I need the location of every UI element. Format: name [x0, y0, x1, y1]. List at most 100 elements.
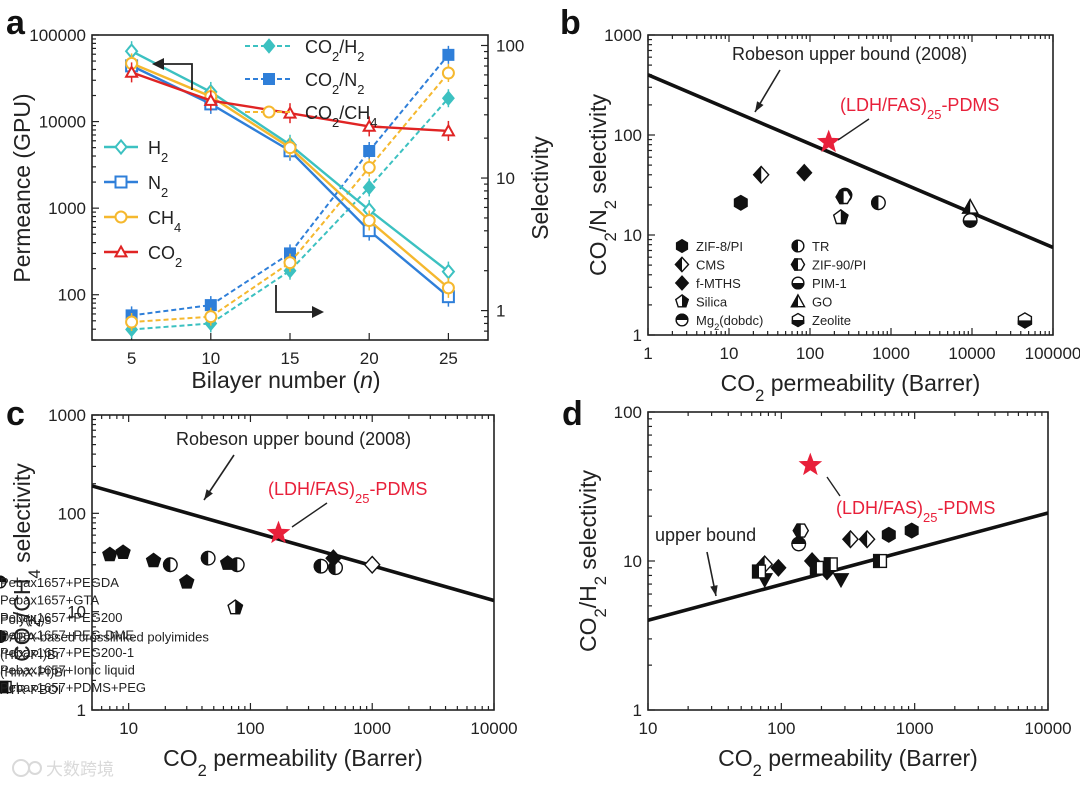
panel-d-point-pebax1657-peg200-1	[770, 558, 787, 577]
panel-d-upper-bound-line	[648, 511, 1048, 623]
panel-d-xtick-label: 1000	[896, 719, 934, 738]
panel-a-point	[124, 64, 139, 78]
panel-b-point-zif-90-pi-shape	[835, 189, 844, 205]
panel-b-legend-marker	[790, 293, 806, 308]
panel-c-xtick-label: 100	[236, 719, 264, 738]
panel-c-xtick-label: 10	[119, 719, 138, 738]
panel-b-legend-marker	[675, 238, 689, 254]
panel-b-plot-area	[648, 73, 1053, 329]
panel-a-legend-label-co2-ch4: CO2/CH4	[305, 103, 377, 130]
panel-b-legend-marker	[790, 258, 806, 271]
panel-c-legend-label-0: Poly(IL)s	[0, 612, 52, 627]
panel-b-legend-label-5: TR	[812, 239, 829, 254]
panel-a-legend-marker	[113, 244, 129, 258]
panel-a-legend-marker	[262, 38, 276, 54]
panel-a-axis-arrows	[152, 58, 324, 318]
panel-a-right-ytick-label: 10	[496, 169, 515, 188]
panel-a-point	[362, 179, 376, 196]
panel-d-point-pebax1657-gta	[904, 522, 919, 539]
panel-a-right-arrow	[275, 285, 318, 313]
panel-c-point-poly-il-s	[179, 573, 195, 589]
panel-c-ytick-label: 10	[67, 603, 86, 622]
panel-d-highlight-label: (LDH/FAS)25-PDMS	[836, 498, 995, 525]
panel-b-legend-marker-shape	[791, 283, 805, 290]
panel-a-legend-marker	[262, 105, 276, 119]
panel-d-point-pebax1657-peg-dme-shape	[842, 529, 851, 549]
panel-b-co2-n2-robeson-chart: b 1 10 100 1000 10000 100000 1 10 100 1000 CO2 perm…	[560, 4, 1080, 405]
panel-d-point-pebax1657-pdms-peg-shape	[751, 564, 760, 579]
panel-d-point-pebax1657-ionic-liquid	[832, 573, 850, 589]
panel-a-right-ytick-label: 1	[496, 302, 505, 321]
panel-c-point-poly-il-s-shape	[179, 573, 195, 589]
panel-b-upper-bound-line	[648, 73, 1053, 250]
panel-c-point-daba-based-crosslinked-polyimides-shape	[162, 557, 171, 573]
panel-d-point-pebax1657-peg-dme	[842, 529, 859, 549]
panel-c-xtick-label: 10000	[470, 719, 517, 738]
panel-c-ylabel: CO2/CH4 selectivity	[9, 463, 44, 662]
panel-c-plot-area	[92, 484, 494, 615]
panel-d-point-pebax1657-pdms-peg-shape	[872, 553, 881, 569]
panel-b-legend-marker-shape	[791, 239, 798, 253]
panel-a-left-ytick-label: 100000	[29, 26, 86, 45]
panel-b-highlight-label: (LDH/FAS)25-PDMS	[840, 95, 999, 122]
panel-a-legend-label-n2: N2	[148, 173, 168, 200]
panel-d-legend-marker-shape	[0, 680, 9, 694]
panel-b-legend-marker-shape	[675, 238, 689, 254]
panel-d-point-pebax1657-gta-shape	[904, 522, 919, 539]
panel-c-ytick-label: 100	[58, 504, 86, 523]
panel-d-legend-label-6: Pebax1657+PDMS+PEG	[0, 680, 146, 695]
panel-d-point-pebax1657-pegda	[791, 536, 807, 552]
panel-a-ylabel-left: Permeance (GPU)	[9, 93, 35, 282]
panel-b-highlight-star-shape	[816, 129, 841, 153]
panel-a-legend-marker	[114, 175, 128, 189]
panel-b-label: b	[560, 4, 581, 42]
panel-c-point--htx-pi-br-shape	[235, 599, 244, 615]
panel-c-point-xtr-pboi	[363, 555, 381, 575]
panel-d-xtick-label: 10	[639, 719, 658, 738]
panel-a-legend-marker	[114, 210, 128, 224]
panel-b-xtick-label: 1	[643, 344, 652, 363]
panel-c-highlight-leader	[291, 502, 328, 528]
panel-b-legend-label-8: GO	[812, 295, 832, 310]
panel-a-ylabel-right: Selectivity	[527, 136, 553, 240]
panel-b-point-tr-shape	[871, 195, 879, 211]
panel-b-legend-marker-shape	[790, 293, 798, 308]
panel-a-legend-permeance: H2 N2 CH4 CO2	[104, 138, 182, 270]
panel-d-highlight-leader	[826, 476, 841, 497]
panel-b-point-f-mths-shape	[796, 163, 813, 182]
panel-a-series-co2	[124, 62, 456, 141]
panel-a-point	[363, 144, 376, 157]
panel-a-point	[362, 161, 376, 175]
panel-d-point-pebax1657-pdms-peg-shape	[809, 560, 817, 575]
panel-b-ytick-label: 10	[623, 226, 642, 245]
panel-c-point-daba-based-crosslinked-polyimides	[313, 558, 329, 574]
panel-d-point-pebax1657-pdms-peg	[823, 557, 838, 572]
panel-d-legend-label-3: Pebax1657+PEG-DME	[0, 628, 134, 643]
panel-c-point-daba-based-crosslinked-polyimides	[200, 550, 216, 566]
panel-c-point-poly-il-s-shape	[115, 544, 131, 559]
panel-c-upper-bound-arrow-head	[204, 489, 213, 500]
panel-a-legend-label-co2: CO2	[148, 243, 182, 270]
panel-a-legend-marker	[263, 73, 275, 85]
panel-c-upper-bound-line	[92, 484, 494, 603]
panel-d-ytick-label: 10	[623, 552, 642, 571]
panel-c-point-poly-il-s	[102, 546, 118, 562]
panel-b-ylabel: CO2/N2 selectivity	[585, 94, 620, 276]
panel-d-xlabel: CO2 permeability (Barrer)	[718, 745, 978, 780]
watermark-text: 大数跨境	[46, 760, 114, 779]
panel-c-legend-label-4: XTR-PBOI	[0, 682, 61, 697]
panel-a-point	[442, 48, 455, 61]
panel-d-highlight-star	[798, 452, 823, 476]
panel-b-xtick-label: 1000	[872, 344, 910, 363]
panel-d-legend-label-0: Pebax1657+PEGDA	[0, 575, 119, 590]
panel-c-frame	[91, 414, 495, 711]
panel-b-legend-label-7: PIM-1	[812, 276, 847, 291]
panel-d-point-pebax1657-pdms-peg-shape	[823, 557, 831, 572]
panel-c-co2-ch4-robeson-chart: c 10 100 1000 10000 1 10 100 1000 CO2 permeabilit…	[0, 395, 518, 780]
panel-a-point	[441, 66, 455, 80]
panel-c-legend-label-2: (HtX-PI)Br	[0, 647, 61, 662]
panel-d-point-pebax1657-peg200	[792, 523, 810, 538]
panel-a-right-ytick-label: 100	[496, 36, 524, 55]
panel-c-ytick-label: 1	[77, 701, 86, 720]
